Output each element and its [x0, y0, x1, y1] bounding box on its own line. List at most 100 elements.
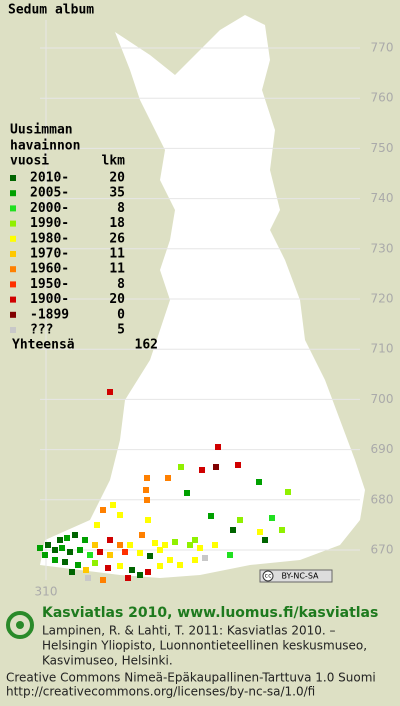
observation	[52, 547, 58, 553]
observation	[212, 542, 218, 548]
observation	[107, 389, 113, 395]
legend-swatch	[10, 205, 16, 212]
legend-count: 18	[109, 216, 125, 231]
observation	[215, 444, 221, 450]
observation	[177, 562, 183, 568]
citation: Kasvimuseo, Helsinki.	[42, 654, 173, 668]
legend-swatch	[10, 327, 16, 333]
observation	[144, 497, 150, 503]
legend-swatch	[10, 281, 16, 288]
footer-heading: Kasviatlas 2010, www.luomus.fi/kasviatla…	[42, 605, 378, 621]
legend-count: 8	[117, 201, 125, 216]
observation	[100, 577, 106, 583]
total: 162	[135, 338, 158, 353]
observation	[57, 537, 63, 543]
observation	[117, 512, 123, 518]
legend-count-header: lkm	[102, 154, 126, 169]
legend-label: 1900-	[30, 292, 69, 307]
grid: 7707607507407307207107006906806703103203…	[35, 20, 394, 599]
northing-label: 700	[371, 392, 394, 406]
legend-count: 35	[109, 186, 125, 201]
observation	[157, 547, 163, 553]
northing-label: 750	[371, 141, 394, 155]
observation	[269, 515, 275, 521]
legend-label: 1990-	[30, 216, 69, 231]
observation	[105, 565, 111, 571]
badge-icon	[262, 570, 274, 582]
legend-header: vuosi	[10, 154, 49, 169]
observation	[237, 517, 243, 523]
land	[40, 15, 365, 578]
legend-swatch	[10, 311, 16, 318]
legend-label: 2000-	[30, 201, 69, 216]
license: http://creativecommons.org/licenses/by-n…	[6, 685, 315, 699]
observation	[199, 467, 205, 473]
legend-swatch	[10, 296, 16, 303]
northing-label: 670	[371, 543, 394, 557]
legend-swatch	[10, 175, 16, 181]
observation	[94, 522, 100, 528]
observation	[117, 542, 123, 548]
legend-swatch	[10, 235, 16, 242]
observation	[129, 567, 135, 573]
observation	[52, 557, 58, 563]
observation	[157, 563, 163, 569]
easting-label: 310	[35, 585, 58, 599]
observation	[77, 547, 83, 553]
legend-label: 2010-	[30, 171, 69, 186]
legend-count: 0	[117, 307, 125, 322]
citation: Helsingin Yliopisto, Luonnontieteellinen…	[42, 639, 367, 653]
observation	[145, 569, 151, 575]
observation	[202, 555, 208, 561]
observation	[125, 575, 131, 581]
northing-label: 720	[371, 292, 394, 306]
observation	[107, 537, 113, 543]
observation	[187, 542, 193, 548]
observation	[87, 552, 93, 558]
observation	[147, 553, 153, 559]
legend-swatch	[10, 190, 16, 197]
northing-label: 770	[371, 41, 394, 55]
observation	[82, 537, 88, 543]
observation	[143, 487, 149, 493]
observation	[110, 502, 116, 508]
observation	[45, 542, 51, 548]
observation	[127, 542, 133, 548]
observation	[75, 562, 81, 568]
observation	[192, 537, 198, 543]
observation	[100, 507, 106, 513]
observation	[285, 489, 291, 495]
observation	[257, 529, 263, 535]
badge-license: BY-NC-SA	[281, 572, 319, 581]
observation	[72, 532, 78, 538]
northing-label: 730	[371, 241, 394, 255]
observation	[213, 464, 219, 470]
legend-swatch	[10, 220, 16, 227]
northing-label: 740	[371, 191, 394, 205]
observation	[139, 532, 145, 538]
logo	[16, 621, 24, 629]
legend-label: ???	[30, 323, 53, 338]
observation	[37, 545, 43, 551]
legend-count: 20	[109, 292, 125, 307]
observation	[178, 464, 184, 470]
legend-label: 1970-	[30, 247, 69, 262]
logo	[6, 611, 34, 639]
observation	[145, 517, 151, 523]
legend-swatch	[10, 251, 16, 257]
observation	[85, 575, 91, 581]
northing-label: 760	[371, 91, 394, 105]
legend-count: 11	[109, 262, 125, 277]
observation	[235, 462, 241, 468]
observation	[92, 542, 98, 548]
title: Sedum album	[8, 3, 94, 18]
observation	[197, 545, 203, 551]
observation	[167, 557, 173, 563]
observation	[67, 549, 73, 555]
citation: Lampinen, R. & Lahti, T. 2011: Kasviatla…	[42, 624, 336, 638]
observation	[192, 557, 198, 563]
observation	[230, 527, 236, 533]
observations	[37, 389, 291, 583]
total-label: Yhteensä	[12, 338, 75, 353]
